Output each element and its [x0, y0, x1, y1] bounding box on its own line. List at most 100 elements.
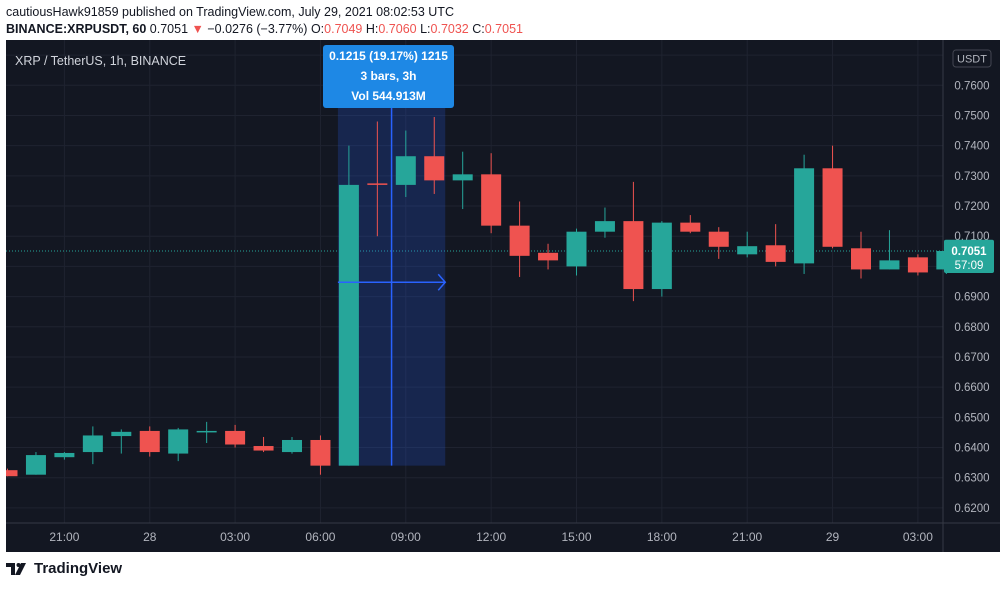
candle — [538, 243, 559, 270]
low-label: L: — [420, 22, 431, 36]
candle-body — [879, 260, 900, 270]
candle — [708, 227, 729, 259]
candle — [851, 231, 871, 279]
time-tick-label: 06:00 — [305, 530, 335, 544]
price-tick-label: 0.7200 — [954, 201, 989, 213]
price-tick-label: 0.6900 — [954, 292, 989, 304]
chart-grid — [6, 40, 943, 523]
candle — [424, 116, 445, 194]
candle-body — [111, 431, 132, 437]
high-value: 0.7060 — [378, 22, 417, 36]
time-tick-label: 28 — [143, 530, 157, 544]
candle-body — [708, 231, 729, 247]
price-tick-label: 0.7600 — [954, 80, 989, 92]
bar-countdown: 57:09 — [955, 260, 984, 272]
candle-body — [623, 221, 644, 290]
candle-body — [367, 183, 388, 185]
candle — [6, 468, 18, 477]
last-price-tag: 0.7051 — [951, 246, 987, 258]
candle-body — [737, 246, 758, 255]
candle — [765, 224, 786, 267]
price-tick-label: 0.6500 — [954, 412, 989, 424]
low-value: 0.7032 — [430, 22, 469, 36]
unit-badge[interactable]: USDT — [952, 49, 992, 68]
last-price-tag-box — [944, 243, 994, 274]
time-tick-label: 15:00 — [561, 530, 591, 544]
candle-body — [395, 156, 416, 185]
candle-body — [25, 455, 46, 475]
measure-change-text: 0.1215 (19.17%) 1215 — [329, 49, 448, 63]
candle — [623, 181, 644, 302]
candle-body — [338, 184, 359, 466]
tradingview-logo-icon — [6, 562, 26, 575]
candle-body — [822, 168, 843, 247]
candle — [794, 154, 815, 274]
candle — [879, 230, 900, 270]
close-label: C: — [472, 22, 485, 36]
candles — [6, 116, 957, 477]
candle-body — [139, 430, 160, 453]
candle-body — [765, 245, 786, 262]
candle-body — [680, 222, 701, 232]
price-chart[interactable]: 0.6200 0.6300 0.6400 0.6500 0.6600 0.6700 0.68… — [6, 40, 1000, 552]
close-value: 0.7051 — [484, 22, 523, 36]
price-tick-label: 0.7400 — [954, 141, 989, 153]
candle — [282, 436, 302, 454]
tradingview-brand[interactable]: TradingView — [6, 560, 122, 577]
candle — [594, 207, 615, 238]
price-tick-label: 0.6200 — [954, 503, 989, 515]
price-tick-label: 0.6600 — [954, 382, 989, 394]
open-label: O: — [310, 22, 325, 36]
time-tick-label: 18:00 — [647, 530, 677, 544]
time-axis[interactable]: 21:00 28 03:00 06:00 09:00 12:00 15:00 18:00 21:… — [49, 530, 933, 544]
chart-background — [6, 40, 1000, 552]
candle-body — [225, 430, 246, 445]
candle — [395, 130, 416, 197]
down-arrow-icon: ▼ — [191, 22, 204, 36]
time-tick-label: 12:00 — [476, 530, 506, 544]
candle — [481, 153, 502, 234]
price-change: −0.0276 (−3.77%) — [207, 22, 308, 36]
candle — [509, 201, 530, 277]
candle-body — [196, 430, 217, 433]
candle — [338, 145, 359, 466]
candle — [253, 436, 274, 453]
measure-label: 0.1215 (19.17%) 1215 3 bars, 3h Vol 544.… — [323, 45, 454, 108]
price-tick-label: 0.6400 — [954, 443, 989, 455]
candle — [196, 421, 217, 444]
candle — [367, 121, 388, 237]
candle — [737, 231, 758, 258]
price-tick-label: 0.7500 — [954, 110, 989, 122]
measure-bars-text: 3 bars, 3h — [360, 69, 416, 83]
time-tick-label: 09:00 — [391, 530, 421, 544]
symbol-name[interactable]: BINANCE:XRPUSDT, 60 — [6, 22, 147, 36]
candle-body — [54, 452, 75, 458]
open-value: 0.7049 — [324, 22, 363, 36]
candle — [907, 254, 928, 276]
candle-body — [424, 156, 445, 181]
candle-body — [594, 221, 615, 232]
candle-body — [253, 446, 274, 451]
candle — [822, 145, 843, 249]
candle-body — [851, 248, 871, 270]
candle — [310, 435, 331, 475]
measure-right-arrowhead — [437, 273, 447, 291]
candle — [54, 452, 75, 460]
candle — [82, 426, 103, 465]
candle-body — [651, 222, 672, 290]
candle — [25, 452, 46, 475]
candle-body — [310, 439, 331, 466]
time-tick-label: 03:00 — [903, 530, 933, 544]
time-tick-label: 03:00 — [220, 530, 250, 544]
candle — [680, 215, 701, 234]
candle-body — [452, 174, 473, 181]
measure-volume-text: Vol 544.913M — [351, 89, 425, 103]
measure-label-box — [323, 45, 454, 108]
time-tick-label: 21:00 — [49, 530, 79, 544]
symbol-quote-line: BINANCE:XRPUSDT, 60 0.7051 ▼ −0.0276 (−3… — [6, 22, 523, 36]
time-tick-label: 29 — [826, 530, 840, 544]
time-tick-label: 21:00 — [732, 530, 762, 544]
candle-body — [481, 174, 502, 226]
candle-body — [566, 231, 587, 267]
